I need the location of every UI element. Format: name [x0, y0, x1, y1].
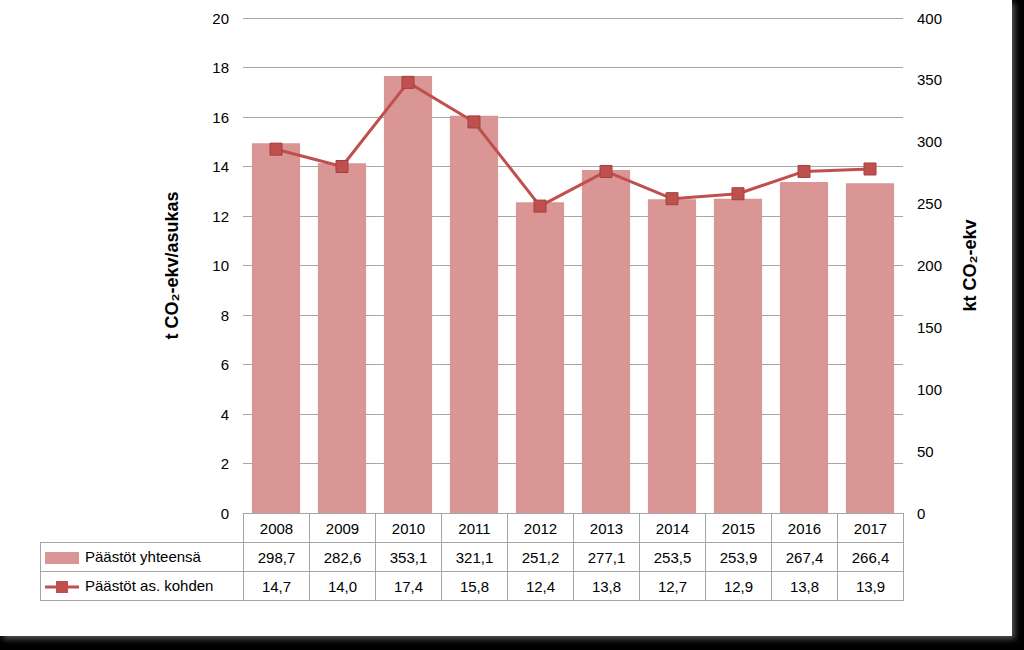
svg-text:350: 350	[917, 71, 942, 88]
html-text:2009: 2009	[325, 519, 360, 537]
svg-text:4: 4	[221, 406, 229, 423]
html-text:13,8: 13,8	[591, 577, 622, 595]
html-text:353,1: 353,1	[389, 548, 428, 566]
svg-text:18: 18	[212, 59, 229, 76]
html-text:277,1: 277,1	[587, 548, 626, 566]
svg-text:0: 0	[220, 504, 229, 522]
svg-text:20: 20	[212, 10, 229, 27]
html-text:2017: 2017	[853, 519, 888, 537]
html-text:Päästöt as. kohden: Päästöt as. kohden	[85, 577, 214, 594]
svg-text:300: 300	[917, 133, 942, 150]
html-text:266,4: 266,4	[851, 548, 890, 566]
svg-text:2: 2	[221, 455, 229, 472]
html-text:298,7: 298,7	[257, 548, 296, 566]
html-text:2014: 2014	[655, 519, 690, 537]
svg-text:10: 10	[212, 257, 229, 274]
svg-text:14: 14	[212, 158, 229, 175]
svg-text:8: 8	[221, 307, 229, 324]
svg-text:kt CO₂-ekv: kt CO₂-ekv	[960, 219, 980, 311]
svg-text:50: 50	[917, 443, 934, 460]
html-text:2010: 2010	[391, 519, 426, 537]
html-text:253,9: 253,9	[719, 548, 758, 566]
html-text:14,0: 14,0	[327, 577, 358, 595]
html-text:282,6: 282,6	[323, 548, 362, 566]
html-text:251,2: 251,2	[521, 548, 560, 566]
svg-text:200: 200	[917, 257, 942, 274]
html-text:321,1: 321,1	[455, 548, 494, 566]
html-text:253,5: 253,5	[653, 548, 692, 566]
html-text:2012: 2012	[523, 519, 558, 537]
svg-text:100: 100	[917, 381, 942, 398]
html-text:Päästöt yhteensä: Päästöt yhteensä	[85, 548, 201, 565]
html-text:2008: 2008	[259, 519, 294, 537]
svg-text:6: 6	[221, 356, 229, 373]
html-text:2013: 2013	[589, 519, 624, 537]
svg-text:250: 250	[917, 195, 942, 212]
svg-text:t CO₂-ekv/asukas: t CO₂-ekv/asukas	[162, 191, 182, 339]
html-text:2011: 2011	[458, 519, 491, 537]
svg-text:16: 16	[212, 109, 229, 126]
html-text:2015: 2015	[721, 519, 756, 537]
html-text:13,8: 13,8	[789, 577, 820, 595]
html-text:12,7: 12,7	[657, 577, 688, 595]
html-text:14,7: 14,7	[261, 577, 292, 595]
svg-text:400: 400	[917, 10, 942, 27]
svg-text:150: 150	[917, 319, 942, 336]
svg-text:12: 12	[212, 208, 229, 225]
html-text:267,4: 267,4	[785, 548, 824, 566]
html-text:15,8: 15,8	[459, 577, 490, 595]
html-text:13,9: 13,9	[855, 577, 886, 595]
html-text:2016: 2016	[787, 519, 822, 537]
html-text:12,9: 12,9	[723, 577, 754, 595]
html-text:17,4: 17,4	[393, 577, 424, 595]
html-text:12,4: 12,4	[525, 577, 556, 595]
svg-text:0: 0	[917, 505, 925, 522]
